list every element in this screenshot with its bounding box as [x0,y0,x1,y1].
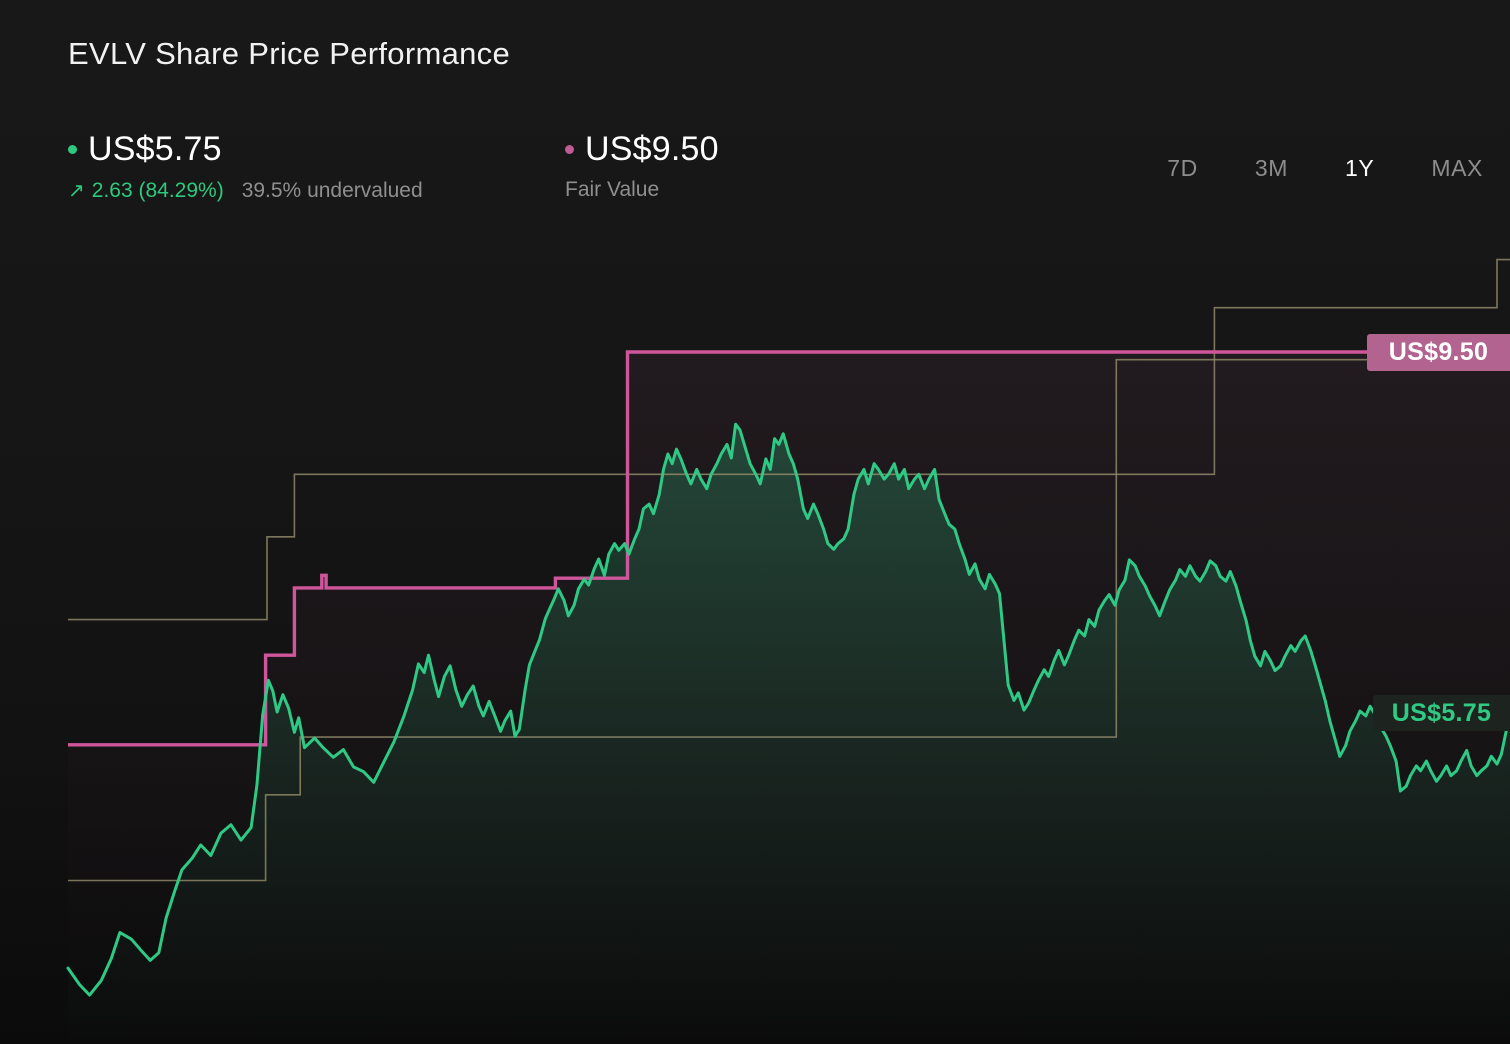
current-price-value: US$5.75 [88,130,222,168]
fair-value-dot-icon [565,145,574,154]
current-price-axis-badge: US$5.75 [1373,695,1510,731]
legend-item-share-price: US$5.75 ↗ 2.63 (84.29%) 39.5% undervalued [68,130,423,203]
fair-value-axis-badge: US$9.50 [1367,334,1510,371]
undervalued-label: 39.5% undervalued [241,179,423,202]
legend-item-fair-value: US$9.50 Fair Value [565,130,719,202]
range-selector: 7D 3M 1Y MAX [1167,155,1483,182]
page-title: EVLV Share Price Performance [68,36,511,71]
range-option-1y[interactable]: 1Y [1345,155,1375,181]
fair-value-value: US$9.50 [585,130,719,168]
price-change: ↗ 2.63 (84.29%) [68,179,224,202]
range-option-7d[interactable]: 7D [1167,155,1198,181]
share-price-dot-icon [68,145,77,154]
fair-value-label: Fair Value [565,178,660,201]
range-option-3m[interactable]: 3M [1254,155,1288,181]
up-right-arrow-icon: ↗ [68,180,85,202]
range-option-max[interactable]: MAX [1431,155,1483,181]
